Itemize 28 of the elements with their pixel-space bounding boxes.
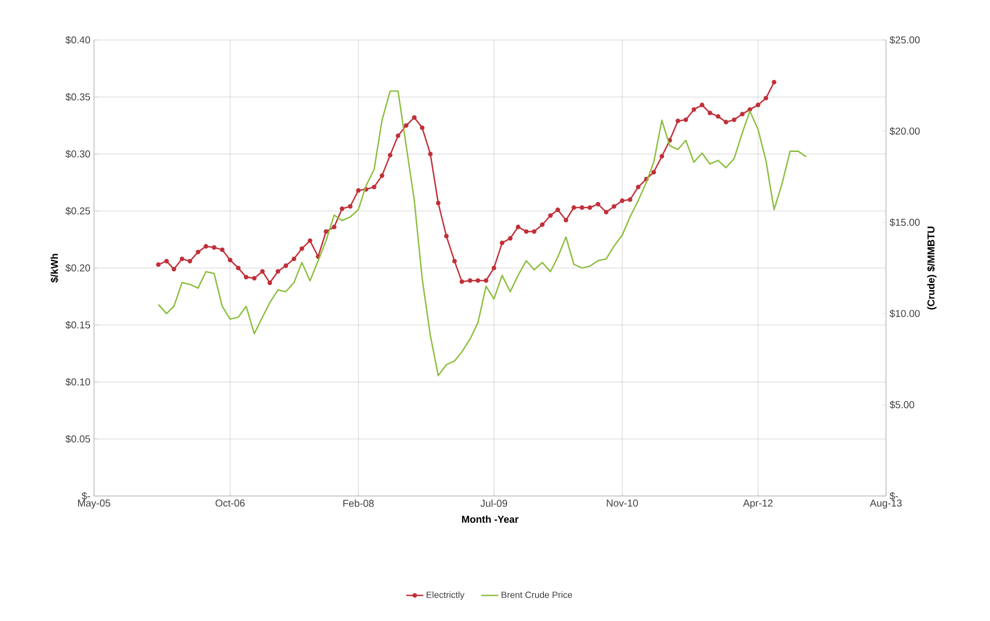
y-tick-label: $0.40 [66,36,90,44]
y2-axis-title: (Crude) $/MMBTU [926,226,936,310]
y2-tick-label: $10.00 [890,310,920,318]
y2-tick-label: $20.00 [890,127,920,136]
y-axis-title: $/kWh [50,254,59,283]
x-tick-label: Jul-09 [480,500,508,507]
line-series [158,90,807,376]
x-axis-title: Month -Year [462,515,518,523]
y-tick-label: $0.20 [66,264,90,272]
x-tick-label: Aug-13 [870,500,902,509]
legend-label: Brent Crude Price [502,591,572,598]
y-tick-label: $0.05 [66,434,90,444]
y-tick-label: $- [82,492,90,500]
y-tick-label: $0.15 [66,320,90,330]
y2-tick-label: $25.00 [890,36,920,44]
x-tick-label: Feb-08 [343,500,374,507]
y-tick-label: $0.25 [66,206,90,216]
y2-tick-label: $- [890,492,898,500]
y-tick-label: $0.10 [66,378,90,386]
y-tick-label: $0.30 [66,150,90,158]
y-tick-label: $0.35 [66,92,90,102]
x-tick-label: Oct-06 [216,500,245,507]
y2-tick-label: $5.00 [890,400,914,409]
x-tick-label: May-05 [78,500,110,509]
y2-tick-label: $15.00 [890,218,920,226]
x-tick-label: Apr-12 [743,500,773,509]
legend-label: Electrictly [426,591,464,600]
x-tick-label: Nov-10 [606,500,638,507]
